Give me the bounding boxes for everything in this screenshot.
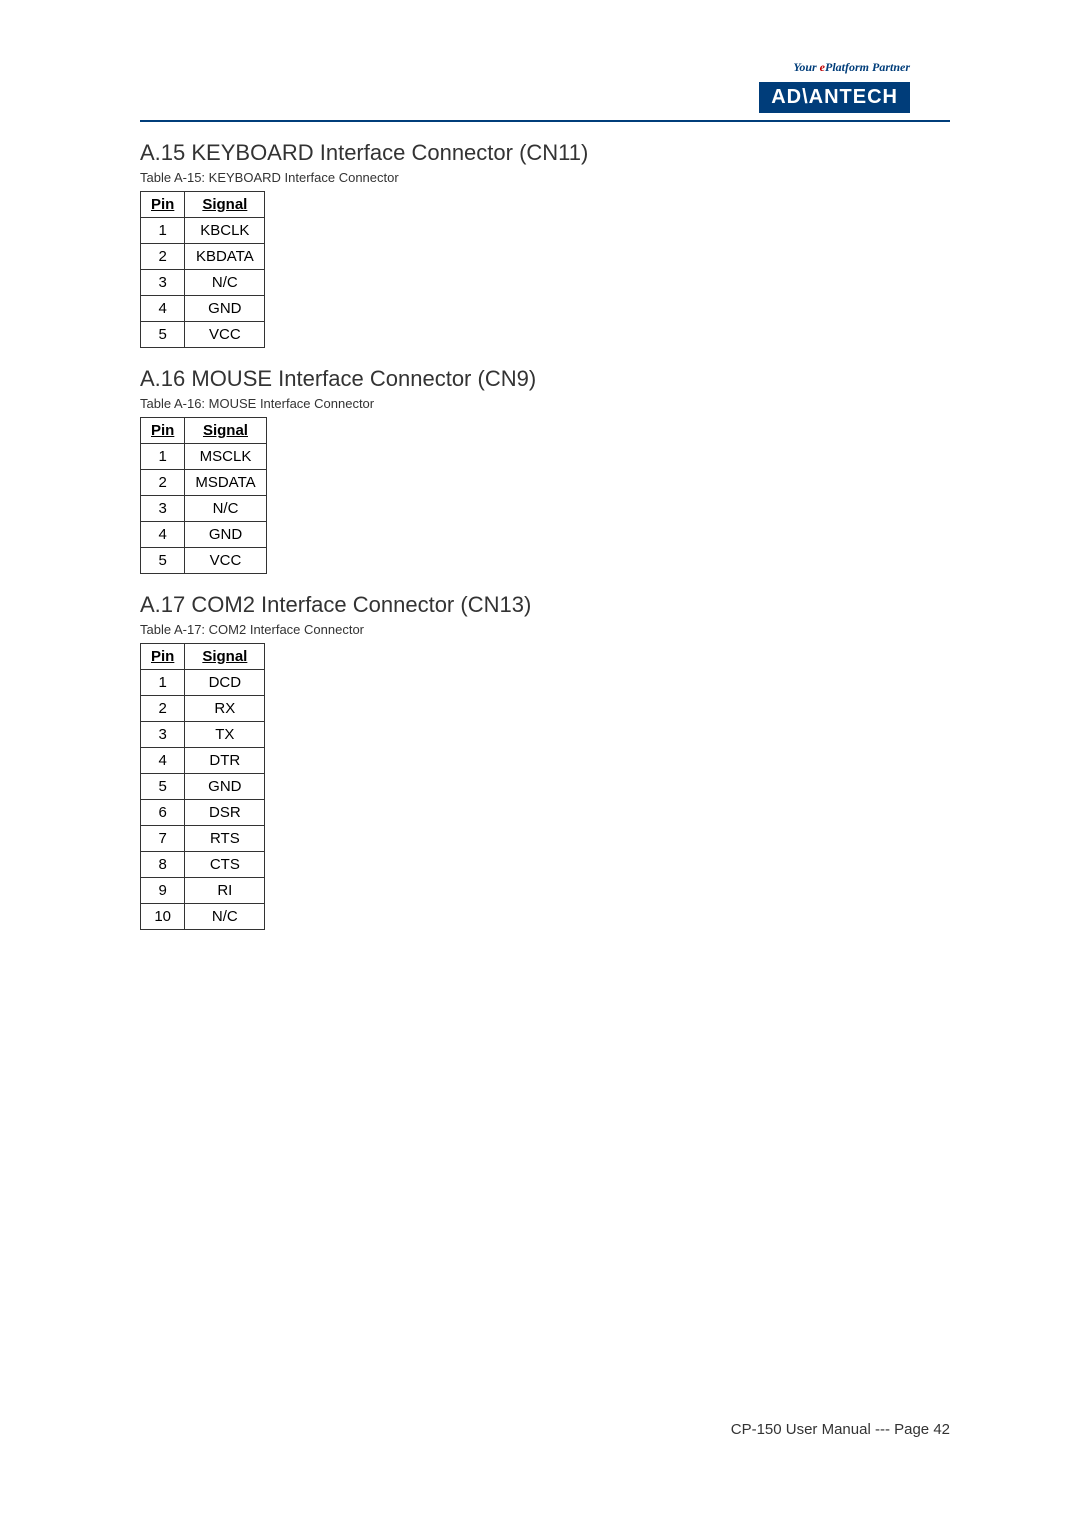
signal-cell: RTS xyxy=(185,826,265,852)
pin-cell: 8 xyxy=(141,852,185,878)
table-row: 3N/C xyxy=(141,496,267,522)
table-row: 1DCD xyxy=(141,670,265,696)
signal-cell: VCC xyxy=(185,548,266,574)
table-row: 2RX xyxy=(141,696,265,722)
table-row: 7RTS xyxy=(141,826,265,852)
signal-cell: DTR xyxy=(185,748,265,774)
pin-cell: 5 xyxy=(141,548,185,574)
table-caption: Table A-16: MOUSE Interface Connector xyxy=(140,396,950,411)
table-row: 4GND xyxy=(141,522,267,548)
tagline: Your ePlatform Partner xyxy=(793,60,910,75)
table-caption: Table A-15: KEYBOARD Interface Connector xyxy=(140,170,950,185)
section-title: A.16 MOUSE Interface Connector (CN9) xyxy=(140,366,950,392)
connector-table: PinSignal1MSCLK2MSDATA3N/C4GND5VCC xyxy=(140,417,267,574)
section-title: A.15 KEYBOARD Interface Connector (CN11) xyxy=(140,140,950,166)
sections-container: A.15 KEYBOARD Interface Connector (CN11)… xyxy=(140,140,950,930)
pin-cell: 9 xyxy=(141,878,185,904)
table-header: Pin xyxy=(141,418,185,444)
pin-cell: 10 xyxy=(141,904,185,930)
pin-cell: 1 xyxy=(141,218,185,244)
tagline-prefix: Your xyxy=(793,60,819,74)
pin-cell: 6 xyxy=(141,800,185,826)
table-row: 2KBDATA xyxy=(141,244,265,270)
pin-cell: 4 xyxy=(141,522,185,548)
caption-label: Table A-17: xyxy=(140,622,209,637)
pin-cell: 3 xyxy=(141,270,185,296)
pin-cell: 7 xyxy=(141,826,185,852)
signal-cell: MSDATA xyxy=(185,470,266,496)
table-header: Pin xyxy=(141,192,185,218)
signal-cell: N/C xyxy=(185,904,265,930)
table-row: 1MSCLK xyxy=(141,444,267,470)
section-title: A.17 COM2 Interface Connector (CN13) xyxy=(140,592,950,618)
pin-cell: 5 xyxy=(141,774,185,800)
pin-cell: 3 xyxy=(141,496,185,522)
caption-text: MOUSE Interface Connector xyxy=(209,396,374,411)
table-caption: Table A-17: COM2 Interface Connector xyxy=(140,622,950,637)
tagline-suffix: Platform Partner xyxy=(825,60,910,74)
table-row: 4DTR xyxy=(141,748,265,774)
page-footer: CP-150 User Manual --- Page 42 xyxy=(731,1421,950,1438)
caption-text: KEYBOARD Interface Connector xyxy=(209,170,399,185)
table-header: Signal xyxy=(185,418,266,444)
table-row: 9RI xyxy=(141,878,265,904)
advantech-logo: AD\ANTECH xyxy=(759,82,910,113)
signal-cell: GND xyxy=(185,774,265,800)
pin-cell: 1 xyxy=(141,670,185,696)
connector-table: PinSignal1KBCLK2KBDATA3N/C4GND5VCC xyxy=(140,191,265,348)
pin-cell: 2 xyxy=(141,244,185,270)
signal-cell: DCD xyxy=(185,670,265,696)
table-header: Pin xyxy=(141,644,185,670)
table-row: 4GND xyxy=(141,296,265,322)
pin-cell: 4 xyxy=(141,748,185,774)
signal-cell: GND xyxy=(185,296,265,322)
pin-cell: 2 xyxy=(141,696,185,722)
pin-cell: 3 xyxy=(141,722,185,748)
table-row: 3TX xyxy=(141,722,265,748)
caption-label: Table A-15: xyxy=(140,170,209,185)
pin-cell: 5 xyxy=(141,322,185,348)
signal-cell: N/C xyxy=(185,496,266,522)
table-row: 8CTS xyxy=(141,852,265,878)
signal-cell: KBCLK xyxy=(185,218,265,244)
signal-cell: CTS xyxy=(185,852,265,878)
signal-cell: TX xyxy=(185,722,265,748)
signal-cell: KBDATA xyxy=(185,244,265,270)
signal-cell: N/C xyxy=(185,270,265,296)
caption-text: COM2 Interface Connector xyxy=(209,622,364,637)
table-header: Signal xyxy=(185,644,265,670)
table-row: 5GND xyxy=(141,774,265,800)
signal-cell: GND xyxy=(185,522,266,548)
table-row: 1KBCLK xyxy=(141,218,265,244)
caption-label: Table A-16: xyxy=(140,396,209,411)
table-row: 2MSDATA xyxy=(141,470,267,496)
signal-cell: MSCLK xyxy=(185,444,266,470)
signal-cell: RX xyxy=(185,696,265,722)
table-row: 3N/C xyxy=(141,270,265,296)
signal-cell: RI xyxy=(185,878,265,904)
table-header: Signal xyxy=(185,192,265,218)
page-header: Your ePlatform Partner AD\ANTECH xyxy=(140,60,950,110)
table-row: 10N/C xyxy=(141,904,265,930)
header-divider xyxy=(140,120,950,122)
connector-table: PinSignal1DCD2RX3TX4DTR5GND6DSR7RTS8CTS9… xyxy=(140,643,265,930)
pin-cell: 1 xyxy=(141,444,185,470)
signal-cell: VCC xyxy=(185,322,265,348)
table-row: 5VCC xyxy=(141,548,267,574)
table-row: 6DSR xyxy=(141,800,265,826)
signal-cell: DSR xyxy=(185,800,265,826)
table-row: 5VCC xyxy=(141,322,265,348)
pin-cell: 2 xyxy=(141,470,185,496)
pin-cell: 4 xyxy=(141,296,185,322)
